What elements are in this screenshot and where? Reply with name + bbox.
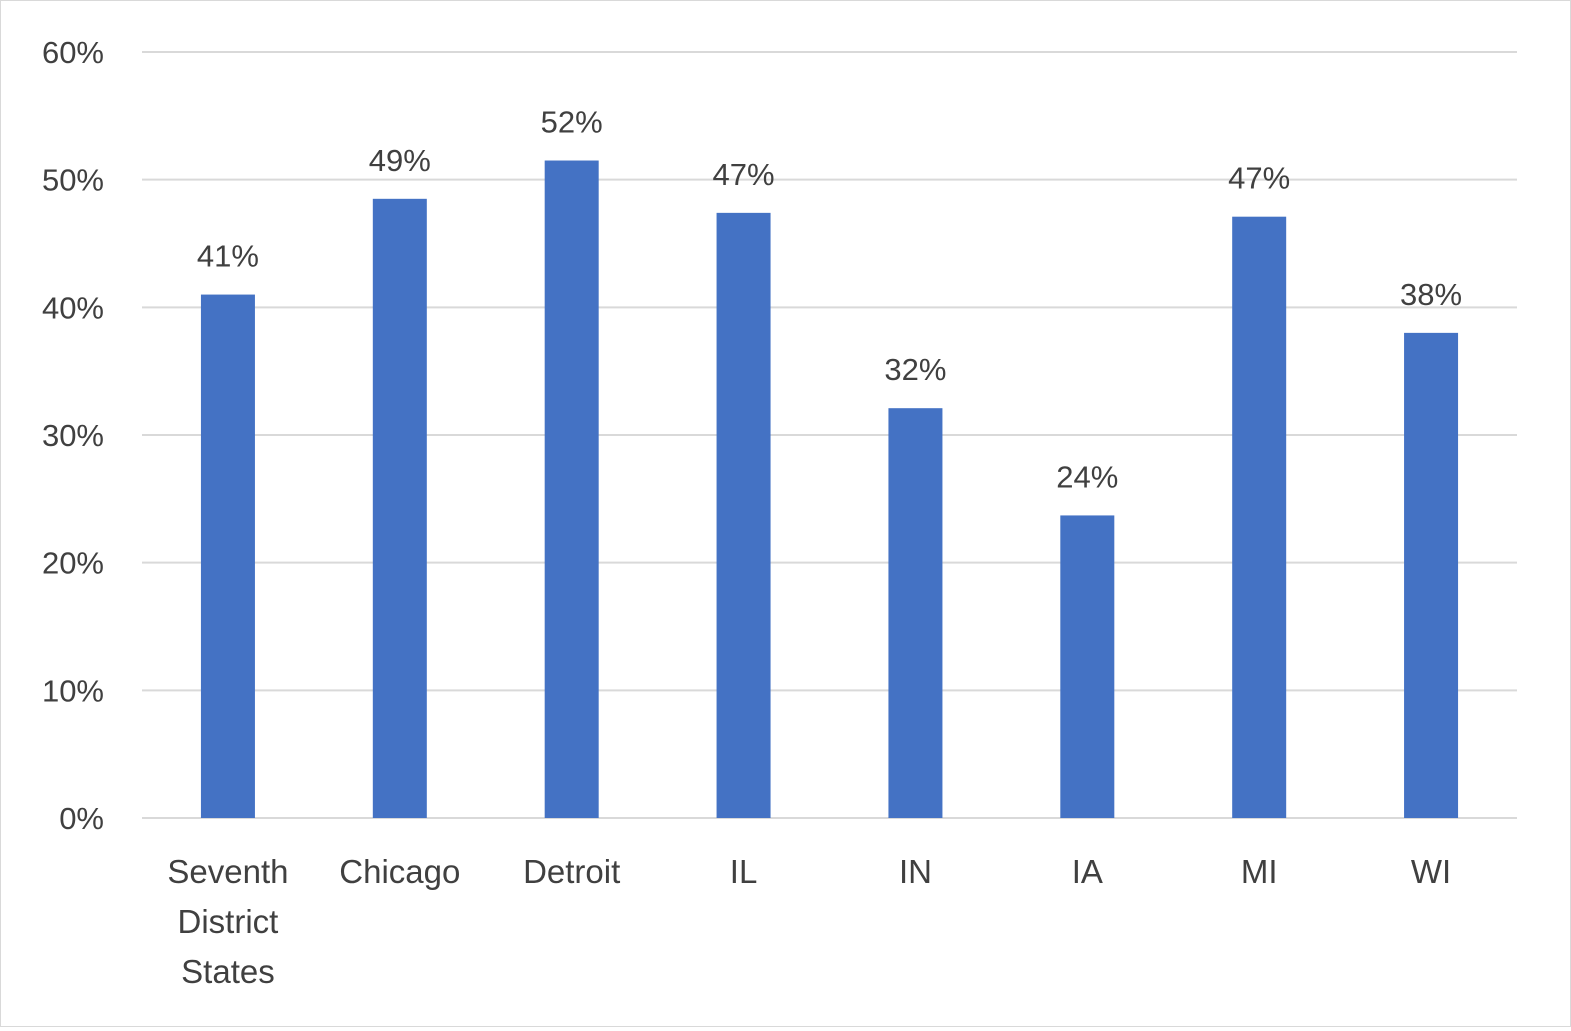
- gridlines: [142, 51, 1517, 819]
- data-label: 32%: [884, 352, 946, 387]
- x-category-label: Detroit: [523, 853, 620, 890]
- data-label: 49%: [369, 143, 431, 178]
- bar-3: [716, 212, 771, 819]
- y-tick-label: 50%: [42, 163, 104, 198]
- x-category-label: WI: [1411, 853, 1451, 890]
- bar-7: [1404, 332, 1459, 818]
- x-category-label: MI: [1241, 853, 1278, 890]
- y-axis-tick-labels: 0% 10% 20% 30% 40% 50% 60%: [42, 35, 104, 836]
- y-tick-label: 10%: [42, 673, 104, 708]
- x-category-label: IL: [730, 853, 758, 890]
- y-tick-label: 0%: [59, 801, 104, 836]
- data-label: 47%: [713, 157, 775, 192]
- data-label: 47%: [1228, 161, 1290, 196]
- x-category-label: Seventh: [167, 853, 288, 890]
- y-tick-label: 40%: [42, 290, 104, 325]
- y-tick-label: 30%: [42, 418, 104, 453]
- x-category-label: States: [181, 953, 275, 990]
- x-axis-category-labels: Seventh District States Chicago Detroit IL IN I…: [167, 853, 1451, 990]
- x-category-label: IA: [1072, 853, 1103, 890]
- data-label: 52%: [541, 105, 603, 140]
- data-labels: 41% 49% 52% 47% 32% 24% 47% 38%: [197, 105, 1462, 495]
- bar-5: [1060, 515, 1115, 818]
- bar-6: [1232, 216, 1287, 818]
- data-label: 41%: [197, 239, 259, 274]
- bars: [200, 160, 1459, 819]
- y-tick-label: 60%: [42, 35, 104, 70]
- y-tick-label: 20%: [42, 546, 104, 581]
- bar-2: [544, 160, 599, 818]
- bar-1: [372, 198, 427, 819]
- x-category-label: District: [178, 903, 279, 940]
- data-label: 24%: [1056, 459, 1118, 494]
- bar-4: [888, 408, 943, 818]
- data-label: 38%: [1400, 277, 1462, 312]
- x-category-label: IN: [899, 853, 932, 890]
- bar-0: [200, 294, 255, 819]
- x-category-label: Chicago: [339, 853, 460, 890]
